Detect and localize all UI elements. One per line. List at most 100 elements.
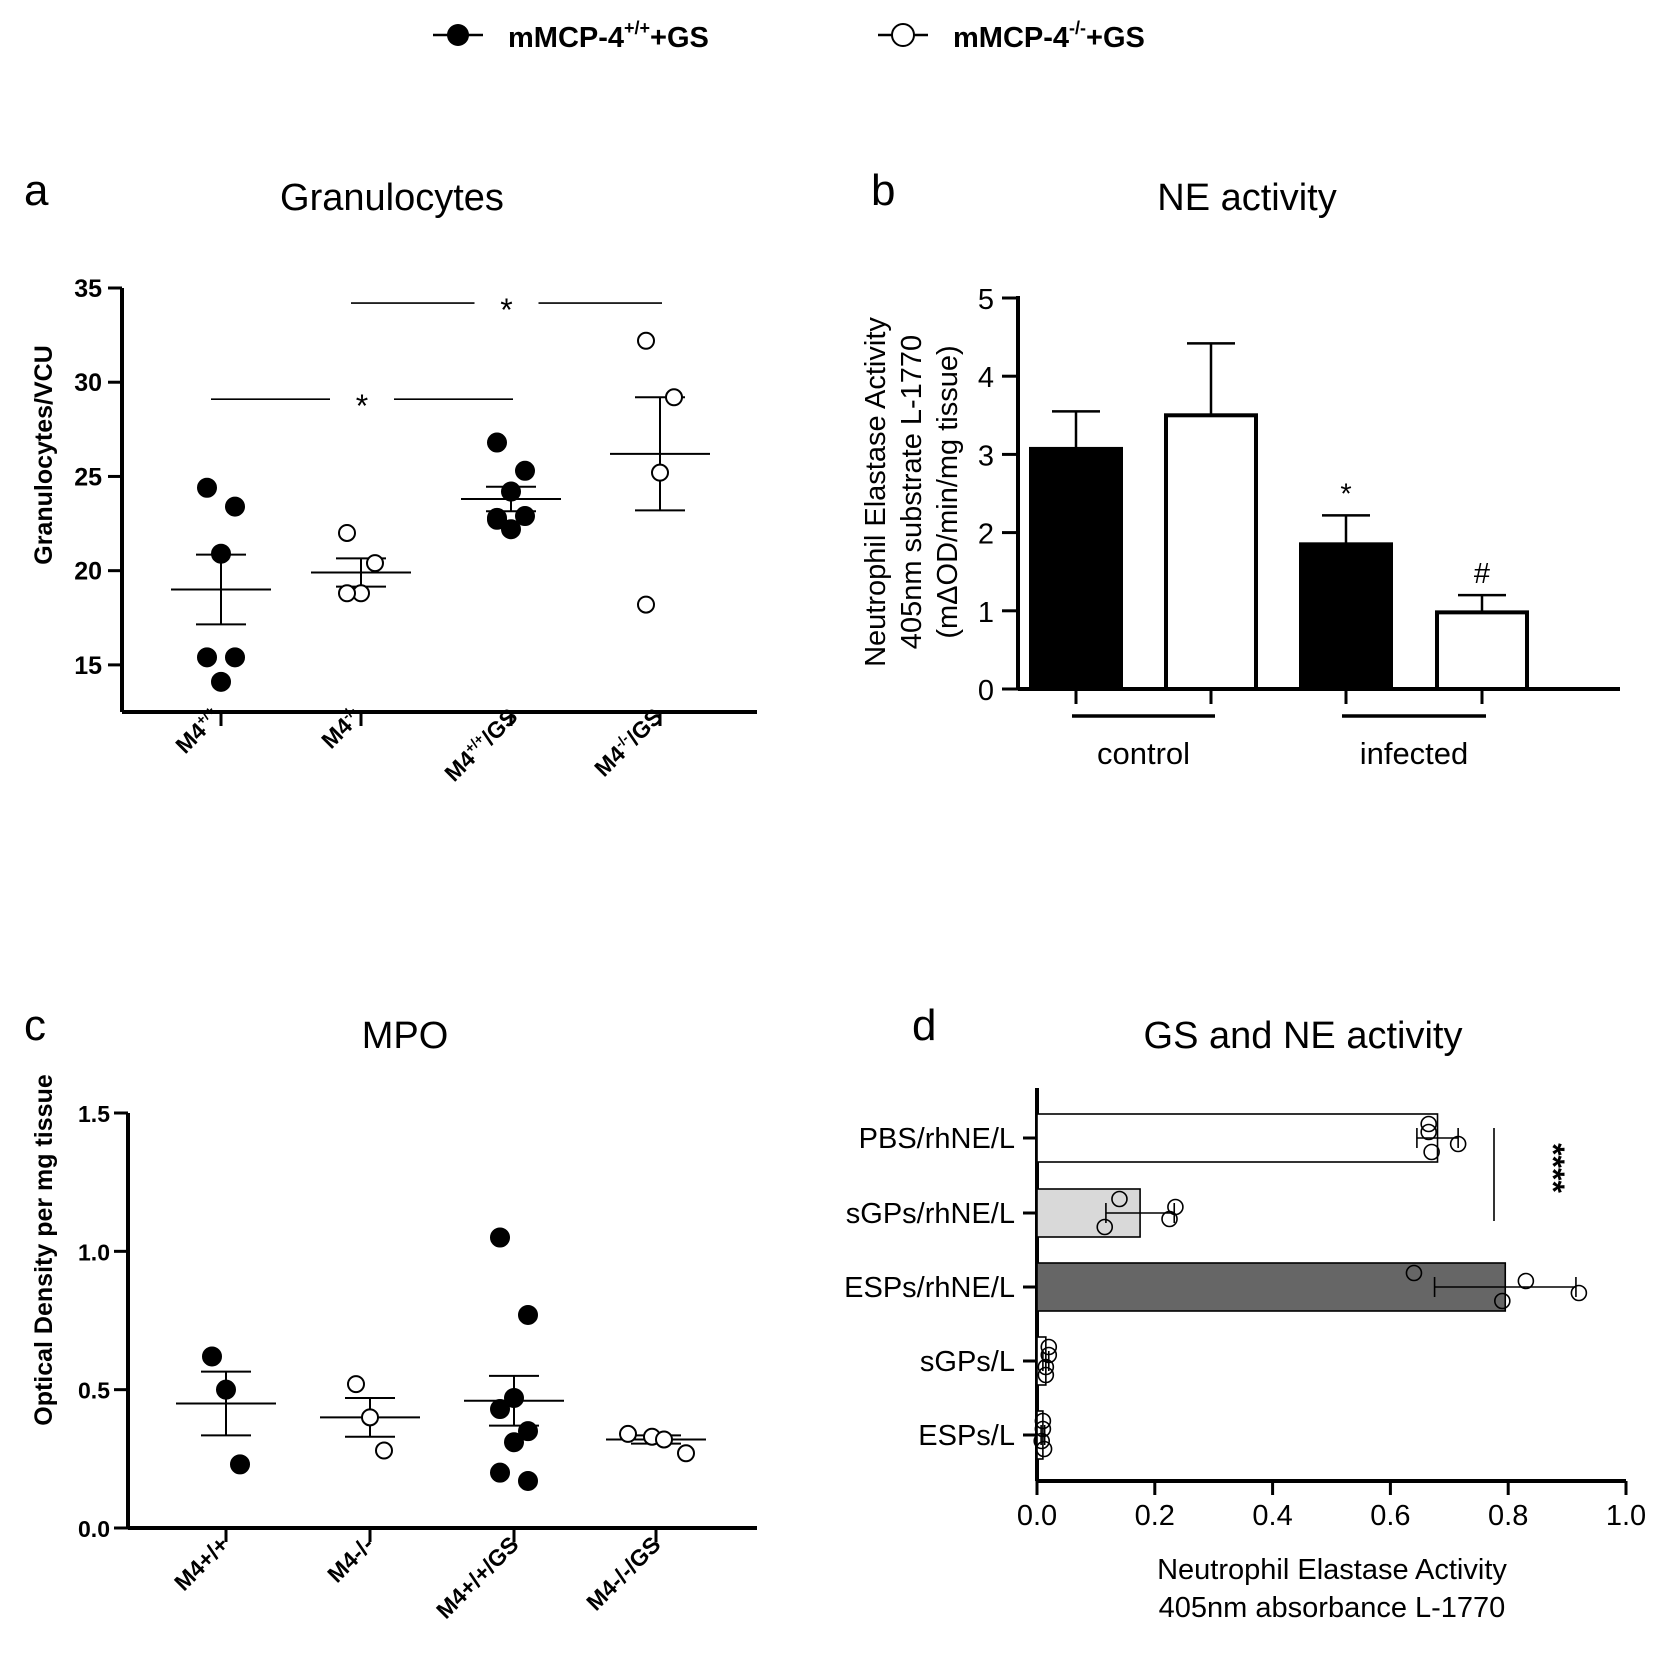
panel-b-y-tick-label: 2 xyxy=(978,519,994,551)
panel-a-y-tick-label: 30 xyxy=(74,369,102,397)
panel-c-xtick-label: M4-/-/GS xyxy=(581,1531,665,1615)
panel-d-category-label: ESPs/L xyxy=(918,1420,1015,1452)
panel-c-y-tick-label: 1.5 xyxy=(78,1101,110,1127)
panel-a-point xyxy=(665,388,683,407)
panel-c-point xyxy=(518,1421,538,1442)
panel-c-point xyxy=(375,1441,393,1460)
panel-c-x-tick-labels: M4+/+ M4-/- M4+/+/GS M4-/-/GS xyxy=(169,1531,666,1624)
panel-a-xtick-label: M4-/- xyxy=(316,702,367,753)
panel-b-group-label: control xyxy=(1097,736,1190,771)
panel-a-point xyxy=(487,432,507,453)
panel-d-point xyxy=(1420,1115,1437,1133)
panel-a-y-tick-label: 25 xyxy=(74,463,102,491)
panel-d-title: GS and NE activity xyxy=(1144,1015,1463,1057)
panel-b-ne-activity: NE activity Neutrophil Elastase Activity… xyxy=(860,177,1620,771)
panel-d-point xyxy=(1161,1210,1178,1228)
panel-d-x-tick-label: 0.6 xyxy=(1370,1500,1410,1532)
panel-a-xtick-label: M4-/-/GS xyxy=(588,702,667,781)
panel-b-title: NE activity xyxy=(1157,177,1336,219)
panel-d-bar xyxy=(1036,1188,1141,1238)
panel-d-point xyxy=(1405,1264,1423,1282)
panel-a-point xyxy=(225,496,245,517)
panel-c-point xyxy=(361,1408,379,1427)
panel-d-point xyxy=(1111,1190,1128,1208)
panel-a-point xyxy=(515,460,535,481)
panel-d-category-label: ESPs/rhNE/L xyxy=(844,1272,1015,1304)
panel-b-ylabel-line-1: Neutrophil Elastase Activity xyxy=(860,317,892,667)
panel-d-point xyxy=(1034,1412,1052,1430)
panel-b-annotation: * xyxy=(1340,478,1351,510)
panel-a-point xyxy=(501,481,521,502)
panel-d-axes: 0.0 0.2 0.4 0.6 0.8 1.0 PBS/rhNE/L sGPs/rhNE/L E… xyxy=(844,1088,1646,1532)
panel-d-point xyxy=(1037,1358,1055,1376)
panel-c-y-tick-label: 1.0 xyxy=(78,1239,110,1265)
panel-b-y-tick-label: 4 xyxy=(978,362,994,394)
panel-c-point xyxy=(518,1470,538,1491)
panel-c-point xyxy=(619,1424,637,1443)
panel-a-y-axis: 15 20 25 30 35 xyxy=(74,275,124,712)
panel-b-bar xyxy=(1435,610,1529,692)
panel-a-point xyxy=(637,595,655,614)
panel-c-point xyxy=(216,1379,236,1400)
panel-a-significance: ** xyxy=(211,292,662,424)
panel-a-ylabel: Granulocytes/VCU xyxy=(30,345,58,565)
panel-c-point xyxy=(230,1454,250,1475)
panel-a-sig-label: * xyxy=(500,292,512,328)
panel-c-point xyxy=(504,1387,524,1408)
panel-a-point xyxy=(338,584,356,603)
panel-d-marks: **** xyxy=(1033,1113,1588,1460)
legend-open-marker xyxy=(891,23,915,47)
panel-d-point xyxy=(1033,1432,1051,1450)
panel-c-y-tick-label: 0.0 xyxy=(78,1516,110,1542)
panel-b-bar xyxy=(1029,446,1123,691)
panel-c-point xyxy=(490,1462,510,1483)
panel-a-point xyxy=(515,506,535,527)
panel-a-y-tick-label: 15 xyxy=(74,652,102,680)
panel-a-x-tick-labels: M4+/+ M4-/- M4+/+/GS M4-/-/GS xyxy=(170,702,667,786)
panel-d-point xyxy=(1423,1143,1440,1161)
panel-d-point xyxy=(1420,1123,1437,1141)
legend-item-filled: mMCP-4+/++GS xyxy=(433,18,709,54)
panel-b-y-tick-label: 5 xyxy=(978,284,994,316)
panel-b-ylabel-line-2: 405nm substrate L-1770 xyxy=(896,335,928,649)
panel-a-granulocytes: Granulocytes Granulocytes/VCU 15 20 25 30 35… xyxy=(30,177,757,786)
panel-d-bar xyxy=(1036,1113,1439,1163)
panel-d-x-tick-label: 0.2 xyxy=(1135,1500,1175,1532)
panel-d-point xyxy=(1034,1420,1052,1438)
panel-a-xtick-label: M4+/+/GS xyxy=(439,702,523,786)
panel-d-category-label: PBS/rhNE/L xyxy=(859,1123,1015,1155)
panel-a-point xyxy=(366,554,384,573)
panel-a-y-tick-label: 35 xyxy=(74,275,102,303)
panel-a-point xyxy=(197,477,217,498)
panel-c-point xyxy=(518,1304,538,1325)
panel-label-b: b xyxy=(871,166,895,215)
panel-c-point xyxy=(202,1346,222,1367)
panel-d-xlabel-line-1: Neutrophil Elastase Activity xyxy=(1157,1554,1507,1586)
panel-a-point xyxy=(487,507,507,528)
panel-a-point xyxy=(225,647,245,668)
panel-d-sig-label: **** xyxy=(1535,1143,1571,1193)
panel-b-y-tick-label: 1 xyxy=(978,597,994,629)
panel-a-point xyxy=(637,331,655,350)
panel-label-d: d xyxy=(912,1001,936,1050)
panel-c-marks xyxy=(176,1227,706,1491)
panel-d-point xyxy=(1040,1338,1058,1356)
panel-c-point xyxy=(490,1227,510,1248)
panel-c-point xyxy=(504,1432,524,1453)
panel-d-point xyxy=(1517,1272,1535,1290)
panel-c-xtick-label: M4+/+ xyxy=(169,1531,234,1596)
panel-b-marks: *# xyxy=(1029,342,1529,692)
panel-a-point xyxy=(501,519,521,540)
panel-a-point xyxy=(211,543,231,564)
legend-item-open: mMCP-4-/-+GS xyxy=(878,18,1145,54)
panel-d-x-tick-label: 0.4 xyxy=(1252,1500,1292,1532)
panel-d-category-label: sGPs/rhNE/L xyxy=(846,1198,1015,1230)
panel-d-point xyxy=(1494,1292,1511,1310)
legend-filled-label: mMCP-4+/++GS xyxy=(508,18,709,54)
panel-b-group-label: infected xyxy=(1360,736,1469,771)
panel-c-point xyxy=(490,1399,510,1420)
panel-c-mpo: MPO Optical Density per mg tissue 0.0 0.5… xyxy=(30,1015,757,1624)
panel-a-point xyxy=(197,647,217,668)
panel-d-point xyxy=(1035,1440,1053,1458)
panel-c-xtick-label: M4+/+/GS xyxy=(431,1531,524,1624)
